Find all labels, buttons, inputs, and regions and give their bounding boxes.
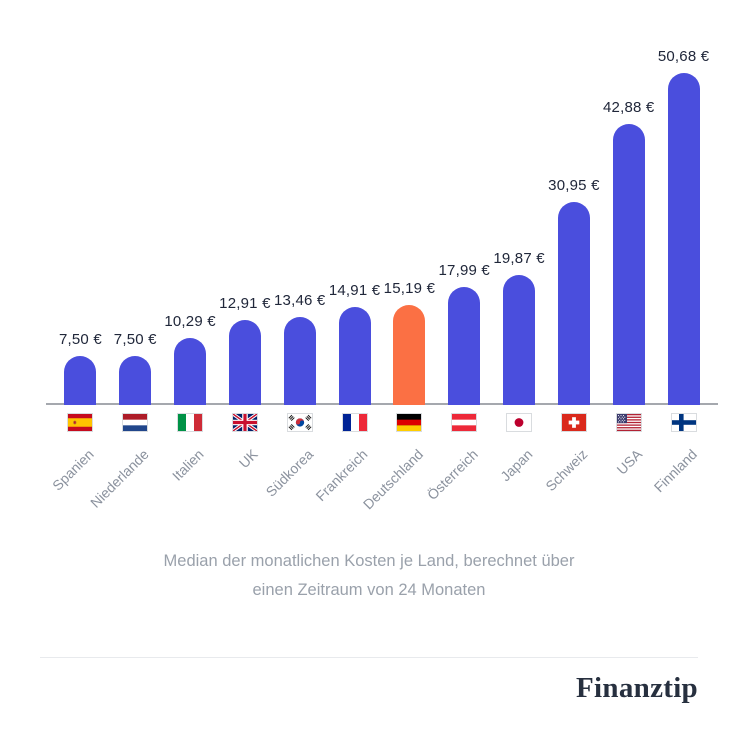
flag-spain-icon (68, 414, 93, 431)
bar-group-nl: 7,50 € Niederlande (87, 50, 163, 520)
x-axis-line (46, 403, 718, 405)
bar-group-us: 42,88 € USA (601, 50, 656, 520)
bar-group-de: 15,19 € Deutschland (359, 50, 437, 520)
value-label-jp: 19,87 € (493, 250, 545, 267)
bar-chart: 7,50 € Spanien 7,50 € Niederlande 10,29 € Ita… (46, 48, 718, 520)
flag-finland-icon (671, 414, 696, 431)
value-label-fr: 14,91 € (328, 282, 381, 299)
bar-group-fi: 50,68 € Finnland (651, 48, 711, 520)
bar-group-uk: 12,91 € UK (218, 50, 273, 520)
bar-at (448, 287, 481, 405)
flag-germany-icon (397, 414, 422, 431)
country-label-ch: Schweiz (542, 446, 591, 495)
flag-france-icon (342, 414, 367, 431)
bar-us (612, 124, 645, 405)
flag-netherlands-icon (123, 414, 148, 431)
bar-uk (228, 320, 261, 405)
country-label-uk: UK (236, 446, 262, 472)
value-label-ch: 30,95 € (548, 177, 600, 194)
bar-group-ch: 30,95 € Schweiz (542, 50, 602, 520)
bar-kr (283, 317, 316, 405)
flag-usa-icon (616, 414, 641, 431)
bar-group-it: 10,29 € Italien (163, 50, 218, 520)
bar-group-es: 7,50 € Spanien (49, 50, 108, 520)
footer-divider (40, 657, 698, 658)
bar-group-at: 17,99 € Österreich (424, 50, 492, 520)
country-label-es: Spanien (49, 446, 97, 494)
flag-uk-icon (232, 414, 257, 431)
value-label-es: 7,50 € (58, 331, 102, 348)
value-label-uk: 12,91 € (219, 295, 271, 312)
value-label-fi: 50,68 € (657, 48, 710, 65)
country-label-fi: Finnland (650, 446, 700, 496)
flag-italy-icon (178, 414, 203, 431)
value-label-at: 17,99 € (438, 262, 490, 279)
flag-switzerland-icon (561, 414, 586, 431)
bar-es (64, 356, 97, 405)
flag-southkorea-icon (287, 414, 312, 431)
chart-caption-line-2: einen Zeitraum von 24 Monaten (252, 581, 486, 599)
chart-caption-line-1: Median der monatlichen Kosten je Land, b… (163, 552, 575, 570)
country-label-it: Italien (168, 446, 207, 484)
value-label-it: 10,29 € (164, 313, 216, 330)
bar-ch (557, 202, 590, 405)
bar-fr (338, 307, 371, 405)
bar-group-kr: 13,46 € Südkorea (262, 50, 327, 520)
bar-nl (119, 356, 152, 405)
chart-caption: Median der monatlichen Kosten je Land, b… (0, 547, 738, 605)
bar-it (174, 338, 207, 405)
flag-japan-icon (507, 414, 532, 431)
value-label-kr: 13,46 € (274, 292, 326, 309)
bar-fi (667, 73, 700, 405)
value-label-de: 15,19 € (383, 280, 436, 297)
bar-group-fr: 14,91 € Frankreich (313, 50, 382, 520)
flag-austria-icon (452, 414, 477, 431)
country-label-us: USA (613, 446, 646, 478)
value-label-us: 42,88 € (603, 99, 655, 116)
bar-de (393, 305, 426, 405)
bar-group-jp: 19,87 € Japan (492, 50, 547, 520)
finanztip-logo: Finanztip (576, 672, 698, 704)
bar-jp (503, 275, 536, 405)
country-label-jp: Japan (497, 446, 536, 485)
value-label-nl: 7,50 € (113, 331, 157, 348)
